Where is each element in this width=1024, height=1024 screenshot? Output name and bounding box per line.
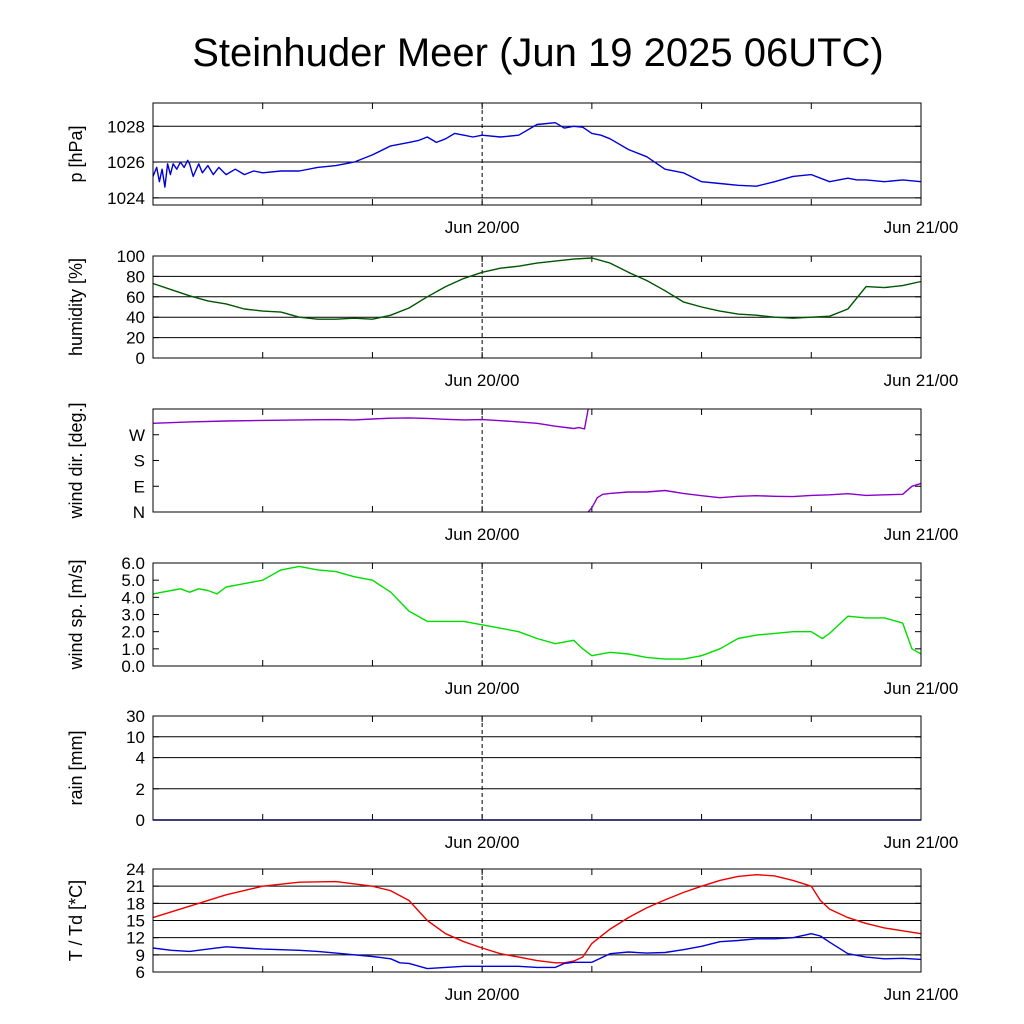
y-axis-label: humidity [%]	[66, 258, 86, 356]
x-tick-label: Jun 21/00	[884, 833, 959, 852]
y-tick-label: 3.0	[121, 606, 145, 625]
plot-frame	[152, 102, 922, 206]
x-tick-label: Jun 20/00	[445, 525, 520, 544]
x-tick-label: Jun 20/00	[445, 985, 520, 1004]
y-tick-label: 1.0	[121, 640, 145, 659]
y-axis-label: T / Td [*C]	[66, 880, 86, 961]
y-tick-label: 1024	[107, 189, 145, 208]
y-axis-label: rain [mm]	[66, 730, 86, 805]
panel-rain: 0 2 4 10 30 Jun 20/00 Jun 21/00 rain [mm]	[66, 707, 958, 852]
y-tick-label: 0	[136, 811, 145, 830]
y-tick-label: 12	[126, 929, 145, 948]
plot-frame	[152, 715, 922, 821]
panel-wind-speed: 0.01.02.03.04.05.06.0 Jun 20/00 Jun 21/00 w…	[66, 554, 958, 698]
y-axis-label: wind sp. [m/s]	[66, 559, 86, 670]
x-tick-label: Jun 21/00	[884, 679, 959, 698]
panel-pressure: 1024 1026 1028 Jun 20/00 Jun 21/00 p [hPa]	[66, 102, 959, 237]
y-tick-label: 0.0	[121, 657, 145, 676]
series-line-wind-speed-0	[152, 565, 922, 660]
chart-title: Steinhuder Meer (Jun 19 2025 06UTC)	[192, 31, 883, 75]
plot-frame	[152, 408, 922, 513]
series-line-temperature-1	[152, 933, 922, 970]
y-tick-label: 6	[136, 963, 145, 982]
plot-frame	[152, 562, 922, 667]
y-tick-label: 2	[136, 780, 145, 799]
y-tick-label: 4	[136, 749, 145, 768]
y-tick-label: 4.0	[121, 588, 145, 607]
y-tick-label: 24	[126, 860, 145, 879]
x-tick-label: Jun 21/00	[884, 985, 959, 1004]
plot-frame	[152, 255, 922, 359]
y-tick-label: 60	[126, 288, 145, 307]
series-line-humidity-0	[152, 257, 922, 320]
y-tick-label: 10	[126, 728, 145, 747]
y-tick-label: 2.0	[121, 623, 145, 642]
y-tick-label: W	[129, 426, 145, 445]
series-line-wind-direction-1	[587, 482, 922, 513]
y-tick-label: 40	[126, 308, 145, 327]
y-tick-label: E	[134, 477, 145, 496]
y-axis-label: wind dir. [deg.]	[66, 402, 86, 519]
y-tick-label: 21	[126, 877, 145, 896]
y-tick-label: 6.0	[121, 554, 145, 573]
plot-frame	[152, 868, 922, 973]
y-tick-label: 20	[126, 329, 145, 348]
y-tick-label: 30	[126, 707, 145, 726]
series-line-wind-direction-0	[152, 408, 589, 430]
series-line-temperature-0	[152, 874, 922, 964]
y-tick-label: 15	[126, 912, 145, 931]
y-tick-label: 80	[126, 267, 145, 286]
series-line-pressure-0	[152, 121, 922, 188]
x-tick-label: Jun 20/00	[445, 833, 520, 852]
y-tick-label: 1026	[107, 153, 145, 172]
y-tick-label: 0	[136, 349, 145, 368]
y-tick-label: N	[133, 503, 145, 522]
y-tick-label: S	[134, 452, 145, 471]
x-tick-label: Jun 20/00	[445, 371, 520, 390]
x-tick-label: Jun 21/00	[884, 218, 959, 237]
y-axis-label: p [hPa]	[66, 125, 86, 182]
x-tick-label: Jun 21/00	[884, 371, 959, 390]
y-tick-label: 5.0	[121, 571, 145, 590]
x-tick-label: Jun 20/00	[445, 679, 520, 698]
y-tick-label: 100	[117, 247, 145, 266]
y-tick-label: 1028	[107, 117, 145, 136]
x-tick-label: Jun 20/00	[445, 218, 520, 237]
x-tick-label: Jun 21/00	[884, 525, 959, 544]
y-tick-label: 18	[126, 894, 145, 913]
y-tick-label: 9	[136, 946, 145, 965]
